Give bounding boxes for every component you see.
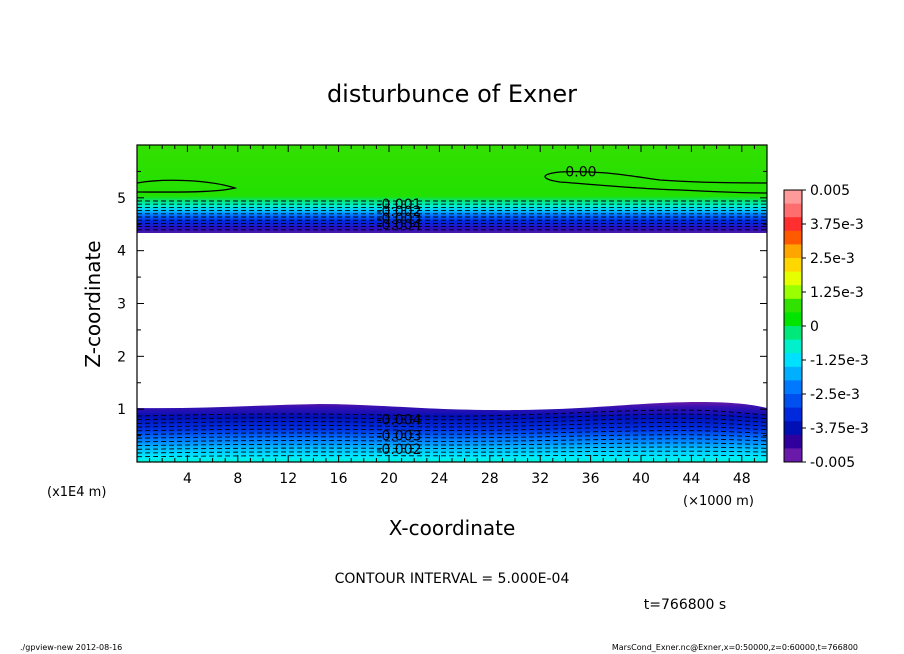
y-tick-label: 2 <box>117 349 126 365</box>
colorbar-swatch <box>784 312 802 327</box>
x-tick-labels: 4 8 12 16 20 24 28 32 36 40 44 48 <box>183 471 751 487</box>
dashed-contour <box>137 417 767 424</box>
colorbar-label: 0.005 <box>810 183 850 199</box>
contour-label: -0.003 <box>376 211 421 227</box>
y-axis-label: Z-coordinate <box>81 240 105 367</box>
y-tick-label: 5 <box>117 191 126 207</box>
colorbar-swatch <box>784 298 802 313</box>
contour-label: -0.003 <box>376 429 421 445</box>
colorbar-label: -0.005 <box>810 455 855 471</box>
colorbar-swatch <box>784 244 802 259</box>
y-tick-label: 1 <box>117 402 126 418</box>
colorbar-label: -2.5e-3 <box>810 387 860 403</box>
colorbar-swatch <box>784 394 802 408</box>
colorbar-labels: 0.005 3.75e-3 2.5e-3 1.25e-3 0 -1.25e-3 -2.5e-… <box>810 183 869 471</box>
x-tick-label: 28 <box>481 471 499 487</box>
colorbar-swatch <box>784 339 802 354</box>
footer-left: ./gpview-new 2012-08-16 <box>20 643 122 652</box>
colorbar-swatch <box>784 190 802 204</box>
x-tick-label: 12 <box>279 471 297 487</box>
dashed-contour <box>137 409 767 417</box>
contour-label: -0.004 <box>376 217 421 233</box>
colorbar-label: -3.75e-3 <box>810 421 869 437</box>
contour-label: -0.002 <box>376 442 421 458</box>
axis-ticks <box>137 145 767 462</box>
x-tick-label: 48 <box>733 471 751 487</box>
dashed-contour <box>137 442 767 447</box>
x-tick-label: 4 <box>183 471 192 487</box>
bottom-contour-band <box>137 402 767 462</box>
x-tick-label: 40 <box>632 471 650 487</box>
top-dashed-contours <box>137 200 767 231</box>
x-tick-label: 16 <box>330 471 348 487</box>
contour-interval-text: CONTOUR INTERVAL = 5.000E-04 <box>335 571 570 587</box>
x-tick-label: 20 <box>380 471 398 487</box>
colorbar-swatch <box>784 285 802 300</box>
dashed-contour <box>137 430 767 435</box>
dashed-contour <box>137 454 767 458</box>
y-tick-labels: 1 2 3 4 5 <box>117 191 126 418</box>
colorbar-label: -1.25e-3 <box>810 353 869 369</box>
zero-contour-line-left <box>137 179 238 193</box>
time-text: t=766800 s <box>644 597 726 613</box>
colorbar-swatch <box>784 258 802 272</box>
colorbar-label: 2.5e-3 <box>810 251 855 267</box>
plot-area: 0.00-0.001-0.002-0.003-0.004-0.004-0.003… <box>137 145 767 462</box>
colorbar-swatch <box>784 217 802 232</box>
x-tick-label: 44 <box>682 471 700 487</box>
dashed-contour <box>137 450 767 454</box>
contour-label: 0.00 <box>565 164 596 180</box>
dashed-contour <box>137 421 767 428</box>
x-tick-label: 36 <box>582 471 600 487</box>
colorbar <box>783 189 806 463</box>
footer-right: MarsCond_Exner.nc@Exner,x=0:50000,z=0:60… <box>612 643 858 652</box>
dashed-contour <box>137 438 767 443</box>
contour-label: -0.002 <box>376 204 421 220</box>
y-tick-label: 3 <box>117 297 126 313</box>
colorbar-swatch <box>784 421 802 436</box>
colorbar-swatch <box>784 366 802 381</box>
colorbar-swatch <box>784 326 802 340</box>
dashed-contour <box>137 426 767 432</box>
bottom-dashed-contours <box>137 409 767 458</box>
x-tick-label: 8 <box>233 471 242 487</box>
colorbar-label: 3.75e-3 <box>810 217 864 233</box>
colorbar-swatch <box>784 448 802 463</box>
x-tick-label: 32 <box>531 471 549 487</box>
colorbar-label: 1.25e-3 <box>810 285 864 301</box>
dashed-contour <box>137 413 767 421</box>
colorbar-swatch <box>784 203 802 218</box>
contour-label: -0.001 <box>376 197 421 213</box>
colorbar-swatch <box>784 407 802 422</box>
z-unit-label: (x1E4 m) <box>47 485 106 500</box>
dashed-contour <box>137 434 767 439</box>
colorbar-swatch <box>784 380 802 395</box>
contour-labels: 0.00-0.001-0.002-0.003-0.004-0.004-0.003… <box>376 164 596 457</box>
contour-label: -0.004 <box>376 413 421 429</box>
zero-contour-line-right <box>544 170 767 194</box>
chart-title: disturbunce of Exner <box>327 80 577 108</box>
x-tick-label: 24 <box>430 471 448 487</box>
colorbar-swatch <box>784 230 802 245</box>
x-unit-label: (×1000 m) <box>683 494 754 509</box>
y-tick-label: 4 <box>117 244 126 260</box>
x-axis-label: X-coordinate <box>389 516 516 540</box>
colorbar-label: 0 <box>810 319 819 335</box>
colorbar-swatch <box>784 353 802 368</box>
dashed-contour <box>137 446 767 450</box>
colorbar-swatch <box>784 434 802 449</box>
colorbar-swatch <box>784 271 802 286</box>
